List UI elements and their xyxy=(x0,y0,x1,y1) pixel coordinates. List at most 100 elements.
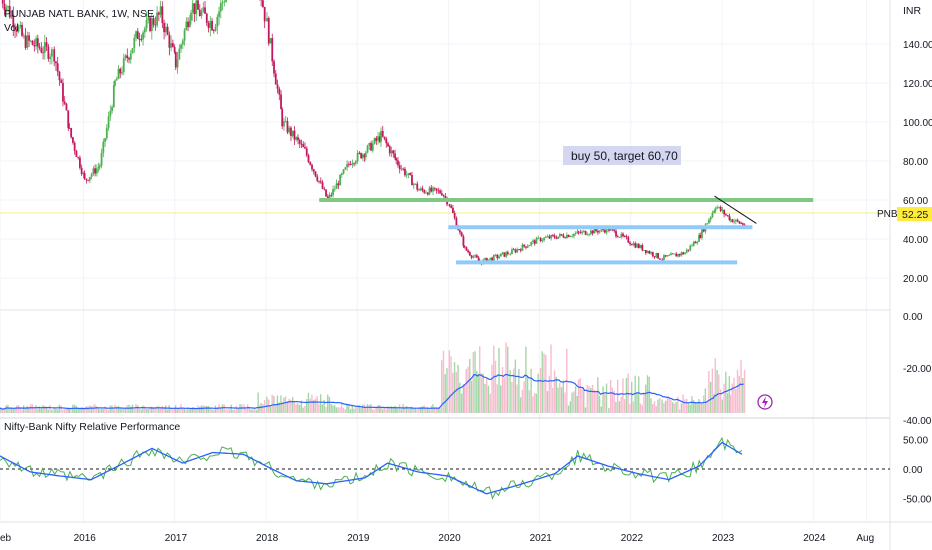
volume-bar xyxy=(541,351,543,413)
volume-bar xyxy=(49,405,51,413)
lightning-icon[interactable] xyxy=(757,394,773,410)
candle-body xyxy=(273,61,275,74)
candle-body xyxy=(618,237,621,238)
volume-bar xyxy=(528,390,531,413)
volume-bar xyxy=(82,408,85,413)
trendline[interactable] xyxy=(714,195,757,224)
candle-body xyxy=(157,12,160,15)
volume-bar xyxy=(743,370,746,413)
volume-bar xyxy=(126,405,128,413)
volume-bar xyxy=(423,405,425,413)
price-axis[interactable]: 20.00 40.00 60.00 80.00 100.00 120.00 140.00 xyxy=(903,40,932,285)
candle-body xyxy=(330,194,333,196)
candle-body xyxy=(36,38,39,47)
candle-body xyxy=(658,258,661,260)
candle-body xyxy=(714,208,717,211)
volume-bar xyxy=(124,407,127,413)
volume-bar xyxy=(442,350,445,413)
volume-bar xyxy=(297,403,299,413)
candle-body xyxy=(33,44,36,47)
candle-body xyxy=(262,0,264,7)
candle-body xyxy=(630,244,633,246)
volume-bar xyxy=(318,404,320,413)
volume-bar xyxy=(28,406,30,413)
volume-bar xyxy=(661,399,663,413)
candle-body xyxy=(574,233,577,234)
volume-bar xyxy=(583,388,585,413)
volume-bar xyxy=(463,384,466,413)
candle-body xyxy=(629,242,631,245)
volume-bar xyxy=(163,407,165,413)
symbol-title[interactable]: PUNJAB NATL BANK, 1W, NSE xyxy=(4,8,154,20)
time-tick-label: 2024 xyxy=(803,533,826,544)
candle-body xyxy=(439,190,441,194)
volume-bar xyxy=(302,407,304,413)
candle-body xyxy=(332,189,334,196)
volume-bar xyxy=(486,378,488,413)
volume-bar xyxy=(629,403,631,413)
annotation-note[interactable]: buy 50, target 60,70 xyxy=(563,146,681,165)
candle-body xyxy=(491,257,493,262)
candle-body xyxy=(550,235,553,239)
candle-body xyxy=(111,107,113,111)
volume-bar xyxy=(704,388,707,413)
volume-bar xyxy=(133,409,135,413)
volume-bar xyxy=(47,409,49,413)
volume-bar xyxy=(530,368,532,413)
support-lines[interactable] xyxy=(319,198,814,265)
candle-body xyxy=(190,12,192,21)
volume-bar xyxy=(623,399,626,413)
volume-bar xyxy=(97,408,100,413)
candle-body xyxy=(168,34,171,48)
candle-body xyxy=(342,169,345,174)
volume-bar xyxy=(253,408,256,413)
volume-bar xyxy=(459,382,461,413)
volume-bar xyxy=(200,405,203,413)
rp-indicator-title[interactable]: Nifty-Bank Nifty Relative Performance xyxy=(4,421,180,433)
volume-bar xyxy=(189,409,191,413)
volume-bar xyxy=(375,406,377,413)
volume-bar xyxy=(512,368,515,413)
volume-bar xyxy=(291,396,294,413)
volume-bar xyxy=(726,393,729,413)
candle-body xyxy=(288,127,291,133)
time-tick-label: 2020 xyxy=(438,533,461,544)
volume-bar xyxy=(477,373,480,413)
volume-bar xyxy=(230,404,232,413)
candle-body xyxy=(70,128,73,138)
candle-body xyxy=(470,255,473,258)
volume-bar xyxy=(137,405,139,413)
time-axis[interactable]: eb 2016 2017 2018 2019 2020 2021 2022 2023 2024 Au… xyxy=(0,533,874,544)
candle-body xyxy=(460,232,463,237)
candle-body xyxy=(80,167,83,175)
candle-body xyxy=(634,243,637,248)
volume-bar xyxy=(613,390,615,413)
volume-bar xyxy=(104,406,106,413)
volume-bar xyxy=(168,405,170,413)
candle-body xyxy=(620,233,623,238)
volume-bar xyxy=(698,399,700,413)
candle-body xyxy=(398,165,401,170)
volume-bar xyxy=(581,387,583,413)
volume-bar xyxy=(283,397,285,413)
volume-bar xyxy=(595,390,597,413)
volume-bar xyxy=(182,407,184,413)
volume-bar xyxy=(271,394,273,413)
volume-bar xyxy=(682,394,684,413)
volume-bar xyxy=(505,342,507,413)
volume-bar xyxy=(293,400,296,413)
candle-body xyxy=(437,190,440,192)
candle-body xyxy=(311,164,313,170)
volume-label[interactable]: Vol xyxy=(4,22,19,34)
candle-body xyxy=(577,231,580,233)
candle-body xyxy=(571,236,574,237)
rp-tick-label: -50.00 xyxy=(903,495,932,506)
candle-body xyxy=(709,216,712,220)
volume-bar xyxy=(692,400,695,413)
candle-body xyxy=(40,48,43,53)
candle-body xyxy=(459,230,461,233)
candle-body xyxy=(407,173,410,175)
candle-body xyxy=(708,219,710,224)
volume-bar xyxy=(154,408,156,413)
